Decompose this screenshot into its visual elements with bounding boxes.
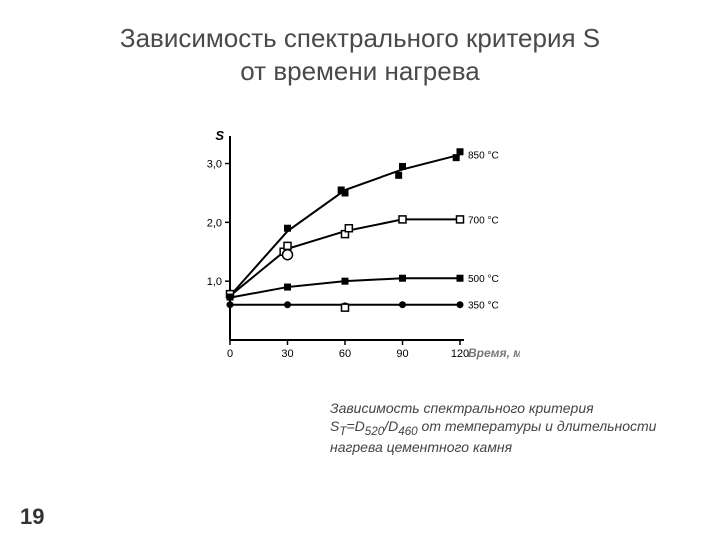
svg-text:1,0: 1,0 — [207, 276, 222, 288]
svg-text:500 °C: 500 °C — [468, 274, 499, 285]
svg-text:700 °C: 700 °C — [468, 215, 499, 226]
svg-text:0: 0 — [227, 348, 233, 360]
svg-text:S: S — [215, 130, 224, 143]
page-number: 19 — [20, 504, 44, 530]
svg-text:60: 60 — [339, 348, 351, 360]
chart-container: 0 30 60 90 120 1,0 2,0 3,0 S Время, мин 850 °C 700 … — [190, 130, 520, 390]
svg-text:2,0: 2,0 — [207, 217, 222, 229]
svg-text:120: 120 — [451, 348, 469, 360]
spectral-chart: 0 30 60 90 120 1,0 2,0 3,0 S Время, мин 850 °C 700 … — [190, 130, 520, 390]
slide-title: Зависимость спектрального критерия S от … — [0, 22, 720, 87]
svg-text:Время, мин: Время, мин — [468, 346, 520, 360]
title-line-2: от времени нагрева — [240, 56, 479, 86]
svg-text:90: 90 — [396, 348, 408, 360]
svg-text:850 °C: 850 °C — [468, 151, 499, 162]
title-line-1: Зависимость спектрального критерия S — [120, 23, 600, 53]
svg-text:30: 30 — [281, 348, 293, 360]
svg-text:3,0: 3,0 — [207, 159, 222, 171]
svg-text:350 °C: 350 °C — [468, 301, 499, 312]
figure-caption: Зависимость спектрального критерия ST=D5… — [330, 400, 675, 456]
